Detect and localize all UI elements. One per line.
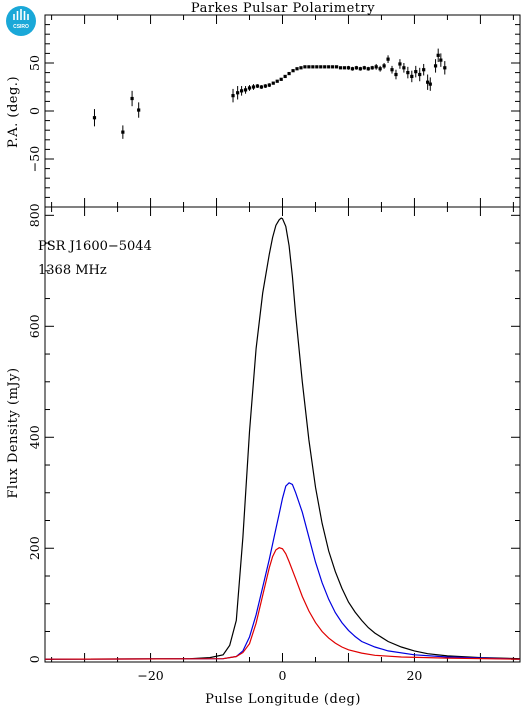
pa-point (366, 67, 370, 71)
pa-point (370, 66, 374, 70)
pa-panel: −50 0 50 (27, 14, 521, 208)
pa-point (382, 64, 386, 68)
total-intensity-line (44, 217, 521, 660)
pa-point (287, 71, 291, 76)
pa-point (422, 68, 426, 72)
pa-point (428, 82, 432, 86)
logo-circle (6, 6, 36, 36)
pa-point (418, 72, 422, 77)
pa-point (92, 116, 97, 120)
pa-point (239, 89, 244, 93)
pa-point (386, 57, 390, 61)
pa-point (354, 66, 358, 70)
pa-point (121, 130, 125, 134)
pa-point (327, 65, 331, 69)
pa-point (433, 64, 438, 68)
pa-point (439, 58, 443, 62)
pa-point (334, 65, 339, 69)
flux-ylabel: Flux Density (mJy) (6, 367, 21, 498)
pa-point (247, 86, 252, 90)
flux-ytick-label: 400 (27, 425, 42, 449)
pa-point (331, 65, 335, 69)
pa-point (436, 53, 440, 57)
pa-point (307, 65, 311, 69)
psr-name-label: PSR J1600−5044 (38, 239, 152, 254)
pa-point (236, 91, 240, 95)
pa-point (231, 94, 235, 98)
pa-point (358, 67, 362, 71)
logo-text: CSIRO (13, 24, 29, 30)
pa-point (311, 65, 315, 69)
pa-point (406, 71, 410, 75)
flux-ytick-label: 600 (27, 314, 42, 338)
pa-point (362, 66, 366, 70)
pa-point (255, 84, 260, 88)
pa-point (394, 72, 398, 77)
pa-point (342, 66, 347, 70)
pa-point (378, 67, 382, 71)
pa-point (267, 83, 271, 87)
pa-ytick-label: 0 (27, 107, 42, 115)
pa-point (319, 65, 323, 69)
pa-point (137, 108, 141, 112)
pa-point (130, 96, 134, 101)
pa-point (398, 62, 402, 66)
frequency-label: 1368 MHz (38, 263, 107, 278)
pa-point (299, 66, 303, 70)
chart-title: Parkes Pulsar Polarimetry (191, 1, 375, 16)
flux-ytick-label: 800 (27, 203, 42, 227)
flux-xtick-label: 0 (279, 668, 287, 683)
flux-ytick-label: 0 (27, 655, 42, 663)
pa-point (346, 66, 351, 70)
pa-point (350, 67, 355, 71)
circular-pol-line (44, 482, 521, 660)
x-axis-label: Pulse Longitude (deg) (205, 692, 361, 707)
pa-point (390, 68, 394, 72)
pa-point (259, 85, 263, 89)
pa-point (271, 81, 275, 85)
pa-point (291, 69, 295, 73)
pa-point (338, 66, 343, 70)
pa-point (263, 84, 267, 88)
pa-point (275, 79, 279, 83)
csiro-logo: CSIRO (6, 6, 36, 36)
pa-ytick-label: −50 (27, 146, 42, 172)
pa-point (410, 74, 414, 79)
pa-point (426, 80, 430, 84)
pa-point (243, 88, 248, 92)
pa-ytick-label: 50 (27, 55, 42, 71)
pa-point (374, 65, 378, 69)
flux-xtick-label: −20 (137, 668, 163, 683)
pa-point (295, 67, 299, 71)
pa-point (402, 66, 406, 70)
pa-frame (44, 14, 521, 208)
flux-panel: 0 200 400 600 800 −20 0 20 (27, 203, 521, 683)
pa-point (323, 65, 327, 69)
flux-frame (44, 206, 521, 663)
linear-pol-line (44, 547, 521, 660)
pa-point (443, 66, 447, 70)
pa-point (283, 74, 287, 79)
pa-point (303, 65, 307, 69)
pa-point (251, 85, 256, 89)
pa-ylabel: P.A. (deg.) (6, 76, 21, 148)
logo-bars (13, 9, 29, 20)
flux-xtick-label: 20 (406, 668, 422, 683)
pa-point (315, 65, 319, 69)
pa-point (279, 77, 283, 81)
flux-ytick-label: 200 (27, 536, 42, 560)
pa-point (414, 70, 418, 74)
